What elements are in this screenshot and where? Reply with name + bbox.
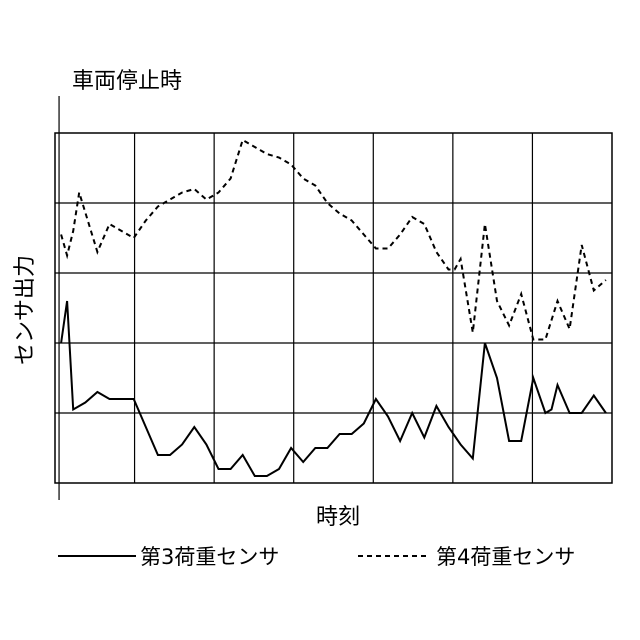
legend: 第3荷重センサ 第4荷重センサ bbox=[58, 545, 575, 569]
chart-grid bbox=[55, 133, 612, 483]
y-axis-label: センサ出力 bbox=[13, 255, 38, 365]
series-line-1 bbox=[61, 301, 606, 476]
plot-frame bbox=[55, 133, 612, 483]
legend-label-series-2: 第4荷重センサ bbox=[436, 545, 575, 569]
chart-series bbox=[61, 140, 606, 476]
x-axis-label: 時刻 bbox=[316, 505, 360, 530]
stop-annotation: 車両停止時 bbox=[72, 69, 182, 94]
legend-label-series-1: 第3荷重センサ bbox=[140, 545, 279, 569]
series-line-2 bbox=[61, 140, 606, 340]
